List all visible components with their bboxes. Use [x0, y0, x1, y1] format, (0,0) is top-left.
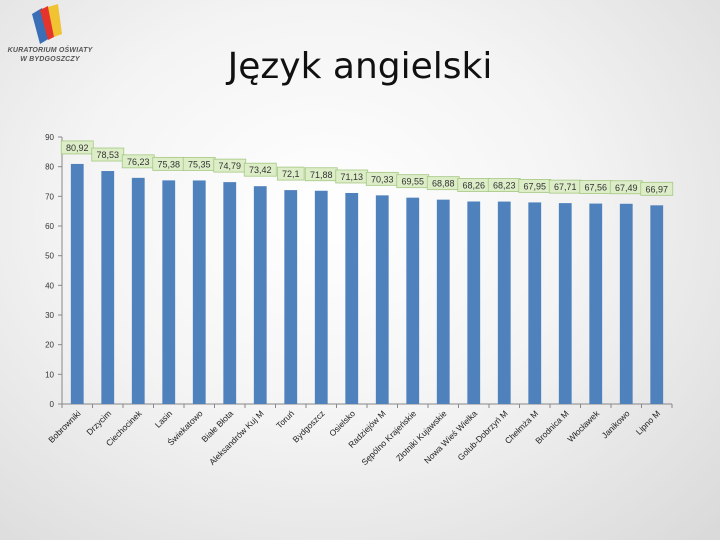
bar [497, 201, 511, 404]
data-label-box [243, 162, 277, 177]
bar [406, 197, 420, 404]
page-title: Język angielski [227, 46, 493, 87]
bar [619, 203, 633, 404]
y-tick-label: 10 [45, 370, 54, 379]
category-label: Toruń [274, 408, 296, 430]
bar [528, 202, 542, 404]
data-label: 78,53 [96, 150, 119, 160]
bar [284, 190, 298, 404]
category-label: Bydgoszcz [291, 408, 327, 444]
data-label: 76,23 [127, 157, 150, 167]
category-label: Lasin [153, 408, 175, 430]
bar [70, 163, 84, 404]
data-label: 80,92 [66, 143, 89, 153]
bar [162, 180, 176, 404]
y-tick-label: 0 [50, 400, 55, 409]
category-label: Drzycim [84, 408, 113, 437]
data-label-box [276, 166, 305, 181]
category-label: Aleksandrów Kuj M [207, 408, 266, 467]
data-label: 73,42 [249, 165, 272, 175]
logo-text: KURATORIUM OŚWIATY W BYDGOSZCZY [2, 46, 98, 64]
chart-data-labels: 80,92 78,53 76,23 75,38 75,35 74,79 73,42 72,1 7… [60, 140, 674, 196]
logo-line-2: W BYDGOSZCZY [20, 56, 80, 63]
category-label: Brodnica M [533, 408, 570, 445]
bar [345, 192, 359, 404]
data-label-box [640, 181, 674, 196]
data-label: 69,55 [401, 177, 424, 187]
logo-line-1: KURATORIUM OŚWIATY [7, 47, 93, 54]
y-tick-label: 80 [45, 163, 54, 172]
bar [223, 182, 237, 404]
data-label: 68,88 [432, 179, 455, 189]
category-label: Osielsko [327, 408, 357, 438]
bar [101, 171, 115, 404]
data-label: 68,23 [493, 181, 516, 191]
data-label: 66,97 [645, 184, 668, 194]
bar [436, 199, 450, 404]
category-label: Nowa Wieś Wielka [422, 408, 479, 465]
data-label: 71,88 [310, 170, 333, 180]
data-label: 70,33 [371, 174, 394, 184]
bar [192, 180, 206, 404]
bar [131, 177, 145, 404]
data-label: 72,1 [282, 169, 300, 179]
category-label: Bobrowniki [46, 408, 83, 445]
chart-bars [70, 163, 664, 404]
y-tick-label: 70 [45, 192, 54, 201]
data-label: 67,49 [615, 183, 638, 193]
data-label: 67,95 [523, 181, 546, 191]
data-label: 67,71 [554, 182, 577, 192]
y-tick-label: 40 [45, 281, 54, 290]
category-label: Lipno M [634, 408, 662, 436]
bar [558, 203, 572, 404]
data-label: 74,79 [218, 161, 241, 171]
data-label: 68,26 [462, 180, 485, 190]
y-tick-label: 60 [45, 222, 54, 231]
category-label: Janikowo [600, 408, 632, 440]
y-tick-label: 50 [45, 252, 54, 261]
y-tick-label: 20 [45, 341, 54, 350]
y-tick-label: 30 [45, 311, 54, 320]
data-label: 67,56 [584, 183, 607, 193]
bar [650, 205, 664, 404]
data-label: 71,13 [340, 172, 363, 182]
bar [314, 190, 328, 404]
bar [253, 186, 267, 404]
data-label: 75,38 [157, 159, 180, 169]
data-label-box [60, 140, 94, 155]
bar [375, 195, 389, 404]
kuratorium-logo [32, 4, 62, 44]
bar [467, 201, 481, 404]
category-label: Sępólno Krajeńskie [359, 408, 418, 467]
bar [589, 203, 603, 404]
data-label: 75,35 [188, 159, 211, 169]
category-label: Włocławek [565, 408, 601, 444]
y-tick-label: 90 [45, 133, 54, 142]
